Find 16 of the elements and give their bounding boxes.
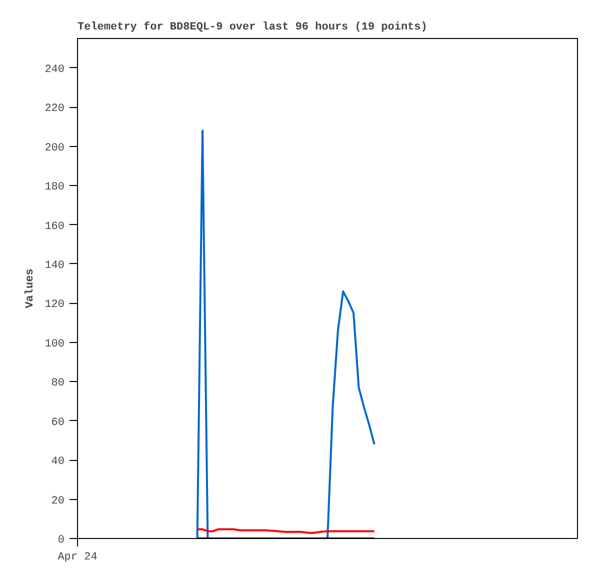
chart-title: Telemetry for BD8EQL-9 over last 96 hours (19 points) [78, 20, 428, 34]
y-tick-label: 160 [44, 220, 65, 233]
y-tick-label: 220 [44, 103, 65, 116]
y-tick-label: 40 [51, 456, 64, 468]
y-tick-label: 140 [44, 260, 65, 272]
x-tick-label: Apr 24 [58, 552, 98, 564]
y-tick-label: 20 [51, 495, 64, 508]
y-tick-label: 80 [51, 378, 64, 390]
y-axis-title: Values [24, 268, 37, 308]
y-tick-label: 0 [58, 534, 65, 546]
y-tick-label: 120 [44, 299, 65, 312]
y-tick-label: 60 [51, 416, 64, 429]
y-tick-label: 200 [44, 142, 65, 154]
y-tick-label: 100 [44, 338, 65, 350]
y-tick-label: 240 [44, 64, 65, 76]
y-tick-label: 180 [44, 182, 65, 194]
